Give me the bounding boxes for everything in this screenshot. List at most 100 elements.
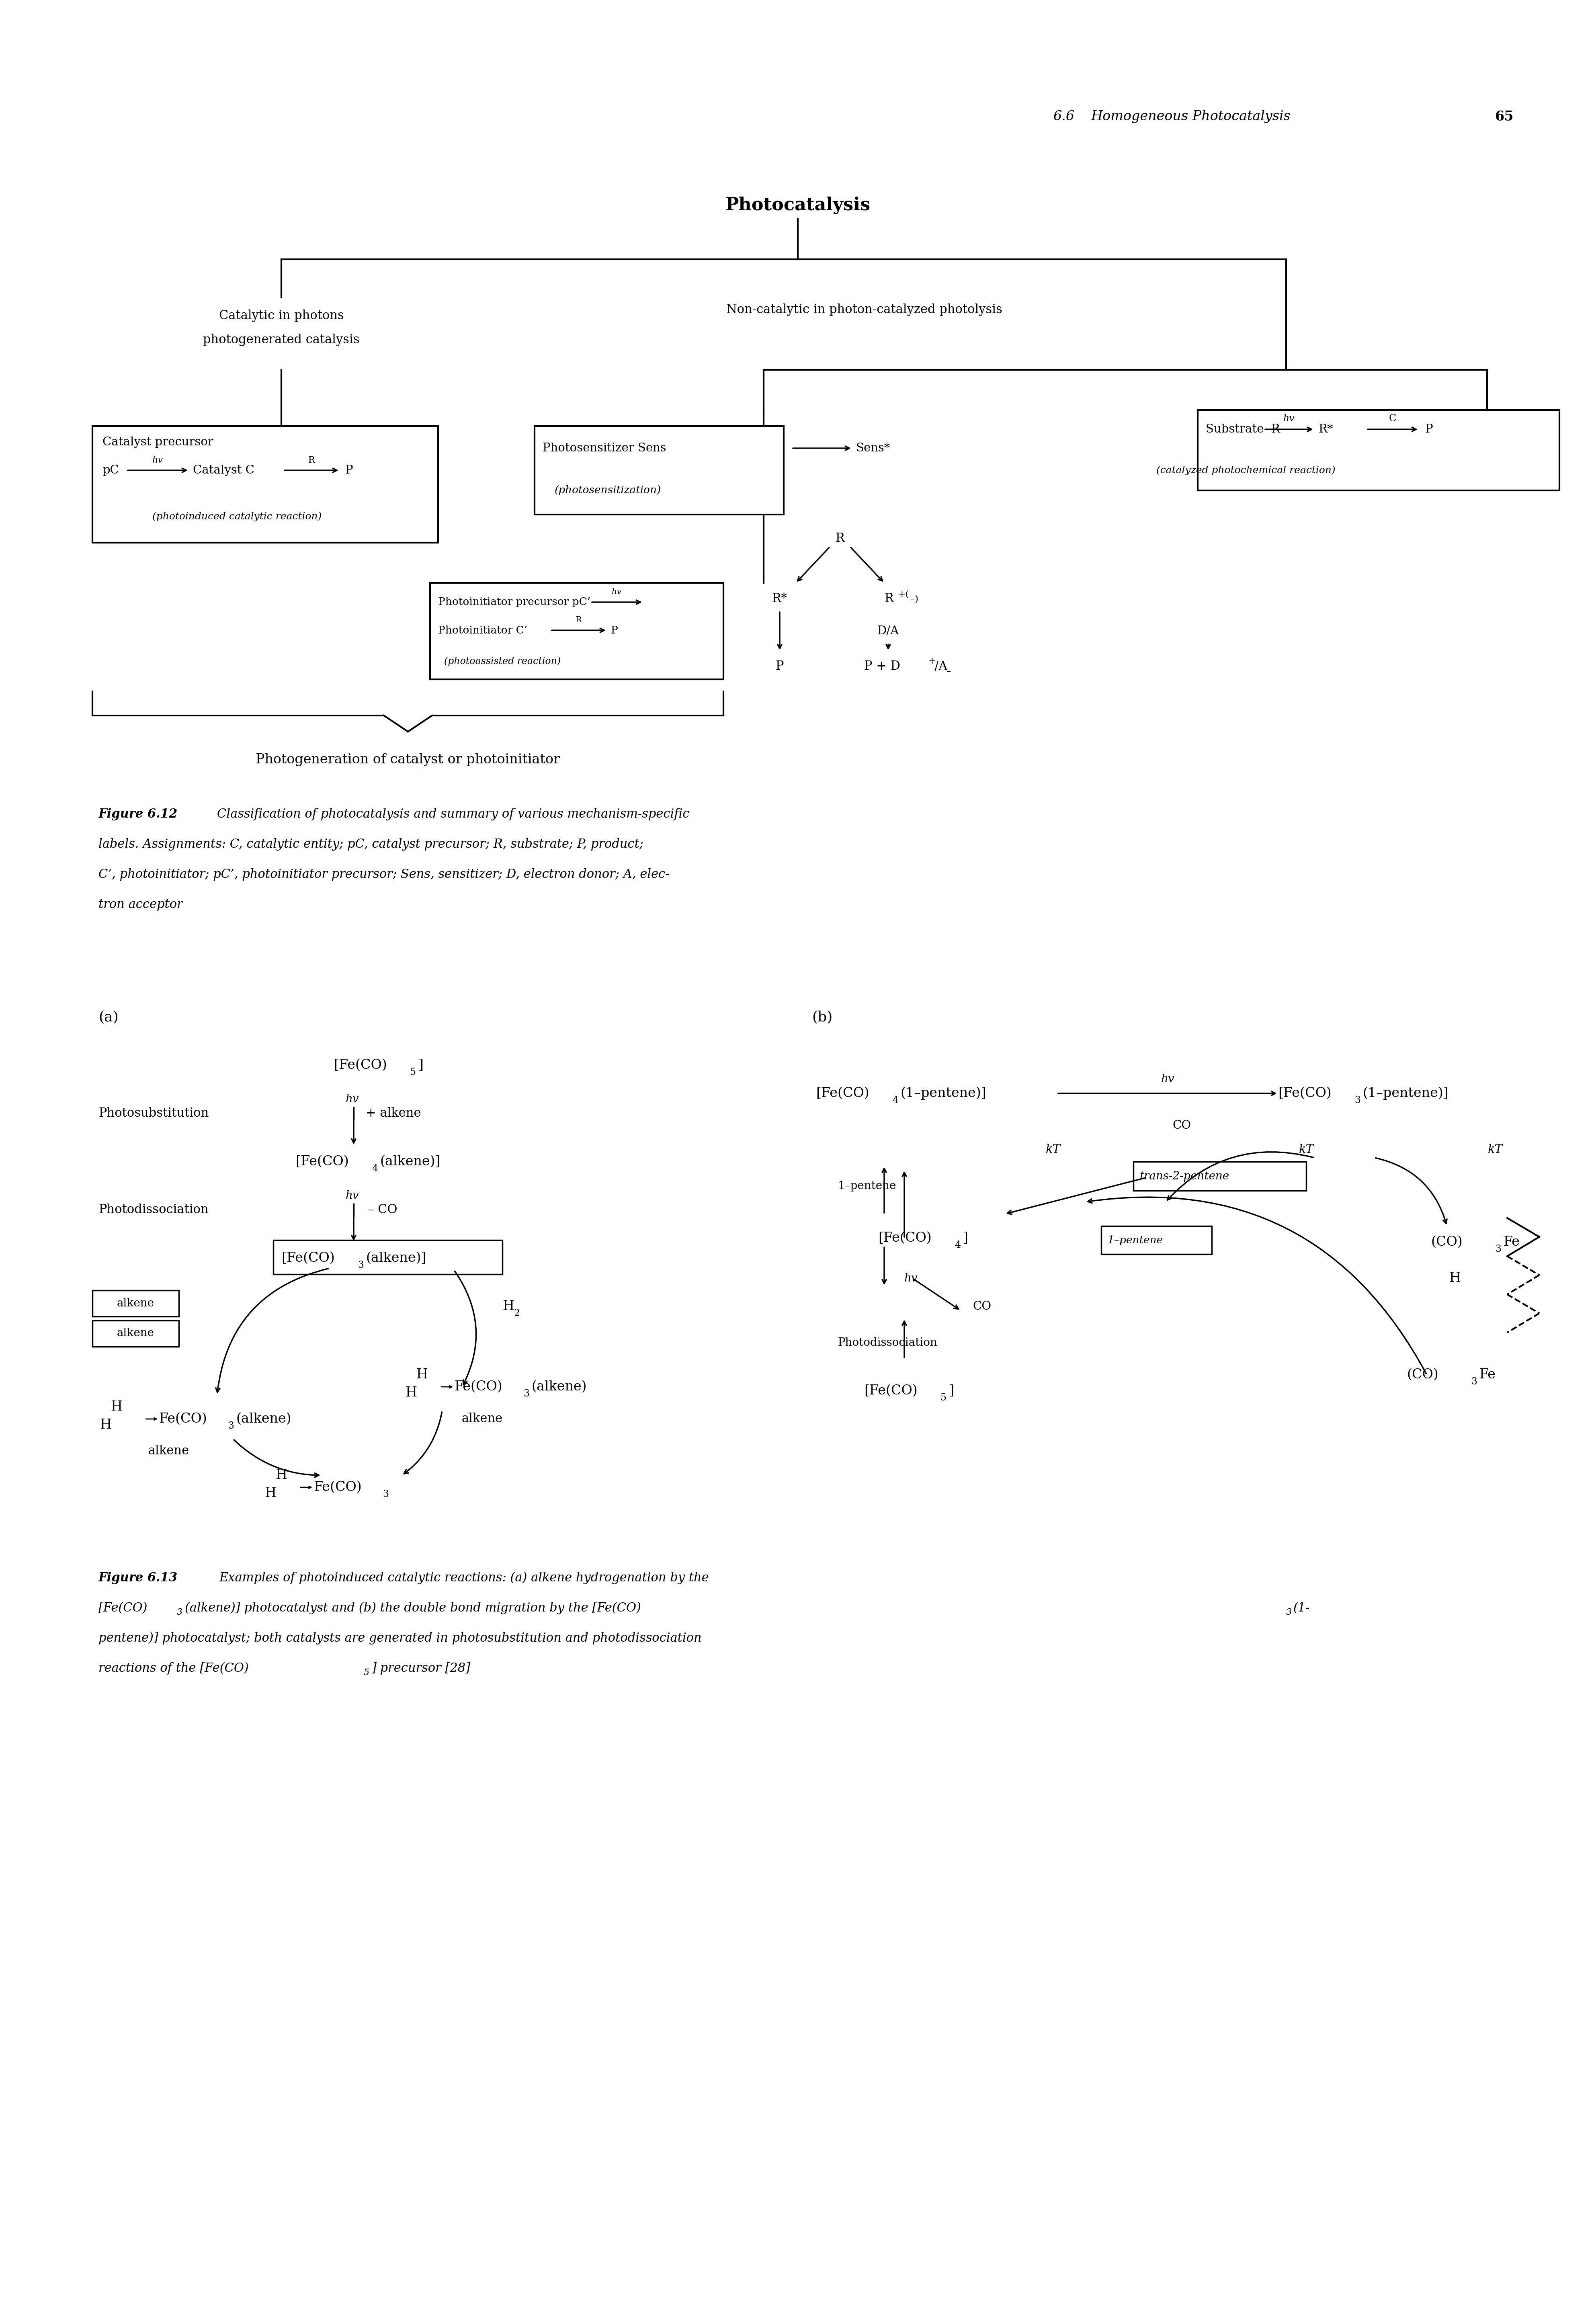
Text: CO: CO	[1173, 1119, 1191, 1131]
Text: P: P	[1425, 424, 1433, 436]
Text: Fe: Fe	[1503, 1235, 1519, 1249]
Text: 3: 3	[228, 1423, 235, 1432]
Bar	[1197, 410, 1559, 491]
Text: –): –)	[910, 595, 918, 602]
Text: (photoassisted reaction): (photoassisted reaction)	[444, 656, 560, 665]
Text: Catalytic in photons: Catalytic in photons	[219, 310, 343, 322]
Bar	[93, 1291, 179, 1316]
Text: Photosubstitution: Photosubstitution	[99, 1108, 209, 1119]
Text: photogenerated catalysis: photogenerated catalysis	[203, 334, 359, 345]
Text: kT: kT	[1487, 1145, 1502, 1156]
Bar	[429, 584, 723, 679]
Text: hv: hv	[346, 1191, 359, 1200]
Text: Photoinitiator precursor pC’: Photoinitiator precursor pC’	[437, 598, 591, 607]
Text: Examples of photoinduced catalytic reactions: (a) alkene hydrogenation by the: Examples of photoinduced catalytic react…	[219, 1571, 709, 1585]
Text: P: P	[776, 660, 784, 672]
Text: Figure 6.13: Figure 6.13	[99, 1571, 177, 1585]
Text: pC: pC	[102, 466, 120, 475]
Text: alkene: alkene	[117, 1298, 155, 1309]
Text: Catalyst C: Catalyst C	[193, 466, 254, 475]
Text: 1–pentene: 1–pentene	[838, 1179, 897, 1191]
Bar	[1133, 1161, 1306, 1191]
Text: Fe: Fe	[1479, 1369, 1495, 1381]
Text: tron acceptor: tron acceptor	[99, 899, 184, 911]
Text: [Fe(CO): [Fe(CO)	[99, 1601, 147, 1615]
Text: ]: ]	[948, 1386, 954, 1397]
Text: ]: ]	[962, 1233, 967, 1244]
Text: 65: 65	[1495, 109, 1515, 123]
Text: 5: 5	[940, 1393, 946, 1402]
Text: hv: hv	[1160, 1073, 1175, 1084]
Text: R*: R*	[1318, 424, 1333, 436]
Text: H: H	[417, 1369, 428, 1381]
Text: 3: 3	[1286, 1608, 1291, 1617]
Text: R: R	[835, 533, 844, 544]
Text: [Fe(CO): [Fe(CO)	[334, 1059, 386, 1073]
Text: /A: /A	[934, 660, 948, 672]
Text: Catalyst precursor: Catalyst precursor	[102, 436, 214, 447]
Text: (1–pentene)]: (1–pentene)]	[900, 1087, 986, 1101]
Text: H: H	[99, 1418, 112, 1432]
Text: kT: kT	[1045, 1145, 1060, 1156]
Text: 6.6: 6.6	[1053, 111, 1074, 123]
Text: R*: R*	[772, 593, 787, 605]
Text: (1–pentene)]: (1–pentene)]	[1363, 1087, 1449, 1101]
Text: +: +	[929, 656, 935, 665]
Text: (alkene)]: (alkene)]	[365, 1251, 426, 1265]
Text: (photosensitization): (photosensitization)	[555, 484, 661, 496]
Text: Photocatalysis: Photocatalysis	[725, 197, 870, 213]
Text: 4: 4	[954, 1240, 961, 1249]
Text: Substrate  R: Substrate R	[1205, 424, 1280, 436]
Text: Photodissociation: Photodissociation	[99, 1205, 209, 1216]
Text: Photoinitiator C’: Photoinitiator C’	[437, 626, 527, 635]
Text: [Fe(CO): [Fe(CO)	[863, 1386, 918, 1397]
Text: C: C	[1389, 415, 1396, 424]
Text: 3: 3	[1495, 1244, 1502, 1253]
Text: [Fe(CO): [Fe(CO)	[295, 1156, 350, 1168]
Text: P: P	[611, 626, 618, 635]
Text: Sens*: Sens*	[855, 443, 891, 454]
Text: 3: 3	[1472, 1376, 1476, 1386]
Text: 1–pentene: 1–pentene	[1108, 1235, 1163, 1247]
Text: 5: 5	[410, 1068, 417, 1077]
Text: Photosensitizer Sens: Photosensitizer Sens	[543, 443, 666, 454]
Text: Fe(CO): Fe(CO)	[313, 1481, 362, 1494]
Text: hv: hv	[611, 589, 622, 595]
Text: 2: 2	[514, 1309, 520, 1318]
Bar	[93, 1321, 179, 1346]
Text: –: –	[946, 667, 951, 677]
Text: R: R	[576, 616, 583, 623]
Text: Classification of photocatalysis and summary of various mechanism-specific: Classification of photocatalysis and sum…	[217, 809, 689, 820]
Text: (catalyzed photochemical reaction): (catalyzed photochemical reaction)	[1157, 466, 1336, 475]
Text: Photogeneration of catalyst or photoinitiator: Photogeneration of catalyst or photoinit…	[255, 753, 560, 767]
Text: P: P	[345, 466, 353, 475]
Text: H: H	[1449, 1272, 1460, 1284]
Text: H: H	[110, 1399, 123, 1413]
Text: kT: kT	[1299, 1145, 1314, 1156]
Text: (alkene): (alkene)	[531, 1381, 587, 1393]
Text: (b): (b)	[812, 1010, 833, 1024]
Text: (photoinduced catalytic reaction): (photoinduced catalytic reaction)	[153, 512, 322, 521]
Text: C’, photoinitiator; pC’, photoinitiator precursor; Sens, sensitizer; D, electron: C’, photoinitiator; pC’, photoinitiator …	[99, 869, 669, 880]
Text: R: R	[884, 593, 894, 605]
Text: labels. Assignments: C, catalytic entity; pC, catalyst precursor; R, substrate; : labels. Assignments: C, catalytic entity…	[99, 839, 643, 850]
Text: 3: 3	[523, 1390, 530, 1399]
Text: H: H	[405, 1386, 417, 1399]
Text: Fe(CO): Fe(CO)	[455, 1381, 503, 1393]
Text: alkene: alkene	[461, 1413, 503, 1425]
Text: P + D: P + D	[863, 660, 900, 672]
Text: + alkene: + alkene	[365, 1108, 421, 1119]
Text: (CO): (CO)	[1406, 1369, 1438, 1381]
Text: H: H	[503, 1300, 514, 1314]
Text: (a): (a)	[99, 1010, 118, 1024]
Text: Non-catalytic in photon-catalyzed photolysis: Non-catalytic in photon-catalyzed photol…	[726, 304, 1002, 315]
Text: 3: 3	[177, 1608, 182, 1617]
Text: 3: 3	[358, 1260, 364, 1270]
Text: Fe(CO): Fe(CO)	[158, 1413, 207, 1425]
Bar	[273, 1240, 503, 1274]
Text: H: H	[265, 1488, 276, 1499]
Bar	[535, 426, 784, 514]
Text: 3: 3	[383, 1490, 389, 1499]
Text: D/A: D/A	[878, 626, 899, 637]
Text: hv: hv	[1283, 415, 1294, 424]
